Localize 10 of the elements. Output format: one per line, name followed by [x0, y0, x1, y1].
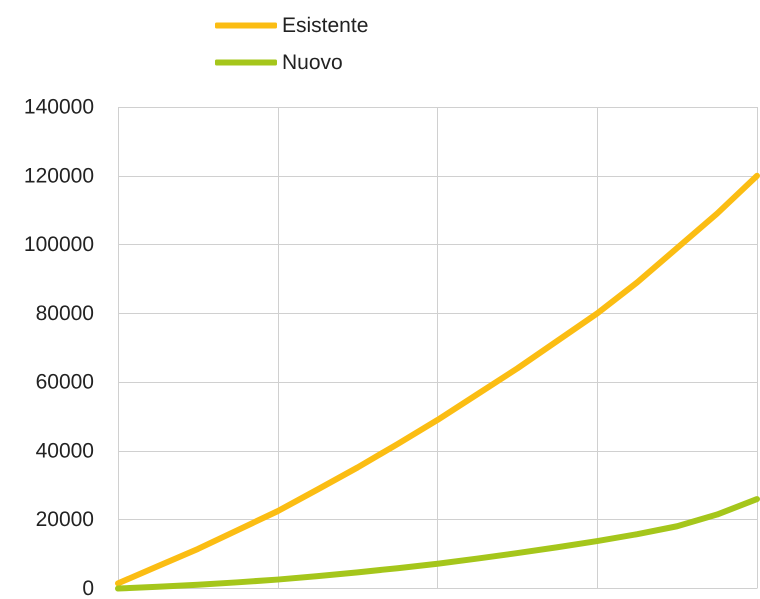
y-tick-label: 20000: [36, 508, 94, 532]
y-tick-label: 80000: [36, 302, 94, 325]
y-tick-label: 100000: [24, 233, 94, 256]
legend-label: Esistente: [282, 14, 368, 37]
y-tick-label: 140000: [24, 96, 94, 118]
y-tick-label: 60000: [36, 370, 94, 394]
y-tick-label: 0: [82, 577, 94, 599]
y-tick-label: 40000: [36, 439, 94, 462]
legend-label: Nuovo: [282, 51, 343, 74]
y-tick-label: 120000: [24, 164, 94, 188]
